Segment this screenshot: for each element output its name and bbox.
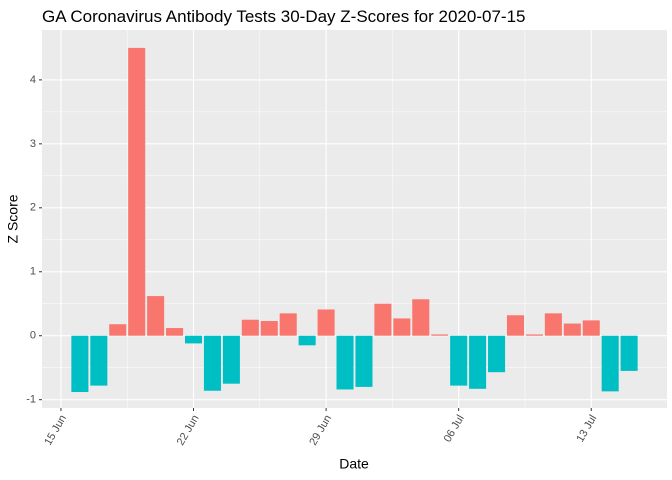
bar bbox=[544, 313, 562, 336]
bar bbox=[279, 313, 297, 336]
bar bbox=[450, 335, 468, 386]
bar bbox=[184, 335, 203, 344]
bar bbox=[128, 47, 146, 336]
chart-title: GA Coronavirus Antibody Tests 30-Day Z-S… bbox=[42, 7, 525, 26]
bar bbox=[563, 323, 581, 336]
y-tick-label: 4 bbox=[30, 74, 36, 86]
bar bbox=[620, 335, 638, 371]
bar bbox=[355, 335, 373, 387]
bar bbox=[298, 335, 316, 346]
bar bbox=[374, 303, 392, 336]
y-tick-label: 2 bbox=[30, 202, 36, 214]
y-tick-label: -1 bbox=[26, 394, 36, 406]
bar bbox=[488, 335, 506, 373]
bar bbox=[222, 335, 240, 384]
x-axis-title: Date bbox=[339, 456, 369, 472]
bar bbox=[506, 315, 525, 336]
panel bbox=[42, 30, 667, 408]
bar bbox=[90, 335, 108, 386]
x-tick-label: 15 Jun bbox=[42, 413, 69, 448]
bar bbox=[525, 334, 543, 336]
bar bbox=[393, 318, 411, 336]
x-tick-label: 13 Jul bbox=[574, 413, 599, 444]
bar bbox=[109, 324, 127, 336]
bar bbox=[147, 296, 165, 336]
y-tick-label: 3 bbox=[30, 138, 36, 150]
bar bbox=[336, 335, 354, 390]
y-tick-label: 0 bbox=[30, 330, 36, 342]
bar bbox=[431, 334, 449, 336]
bar bbox=[166, 328, 184, 336]
bar bbox=[412, 299, 430, 336]
x-tick-label: 06 Jul bbox=[442, 413, 467, 444]
bar bbox=[241, 319, 259, 336]
bar bbox=[71, 335, 89, 393]
bar bbox=[582, 320, 600, 336]
bar bbox=[260, 321, 278, 336]
bar bbox=[469, 335, 487, 389]
bar bbox=[317, 309, 335, 336]
bar bbox=[203, 335, 221, 391]
x-tick-label: 29 Jun bbox=[307, 413, 334, 448]
bar bbox=[601, 335, 619, 392]
y-tick-label: 1 bbox=[30, 266, 36, 278]
x-tick-label: 22 Jun bbox=[175, 413, 202, 448]
y-axis-title: Z Score bbox=[5, 194, 21, 243]
